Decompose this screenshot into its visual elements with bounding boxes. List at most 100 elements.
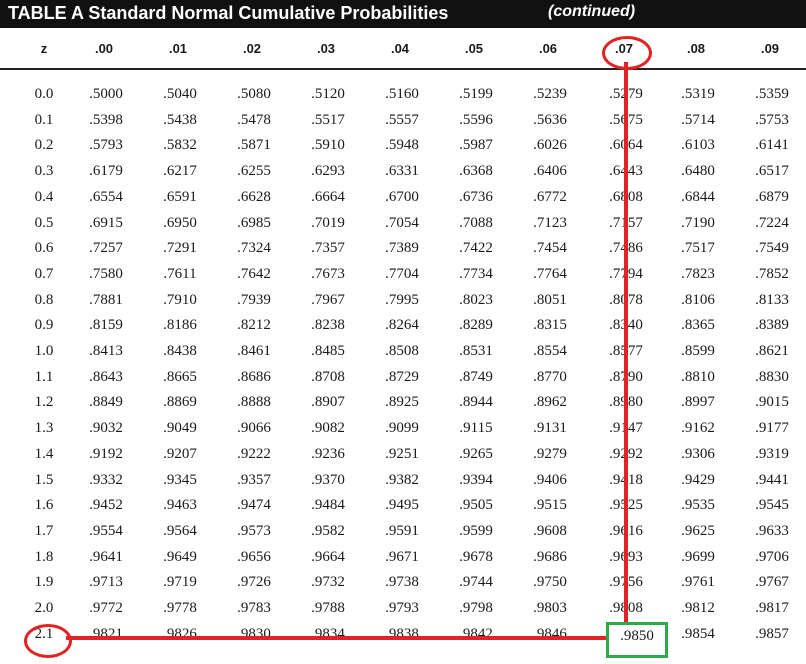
table-cell: .9821 <box>89 625 123 642</box>
table-cell: .9678 <box>459 548 493 565</box>
table-cell: .9842 <box>459 625 493 642</box>
table-cell: .7088 <box>459 214 493 231</box>
table-cell: .6915 <box>89 214 123 231</box>
table-cell: .9838 <box>385 625 419 642</box>
table-cell: .6628 <box>237 188 271 205</box>
table-cell: .7995 <box>385 291 419 308</box>
table-cell: .9699 <box>681 548 715 565</box>
table-cell: .9474 <box>237 497 271 514</box>
table-cell: .5040 <box>163 86 197 102</box>
table-cell: .5910 <box>311 137 345 154</box>
table-cell: .8643 <box>89 368 123 385</box>
table-cell: .8665 <box>163 368 197 385</box>
table-cell: .7324 <box>237 240 271 257</box>
table-cell: .6331 <box>385 163 419 180</box>
table-cell: .7123 <box>533 214 567 231</box>
table-cell: .8212 <box>237 317 271 334</box>
table-cell: .8907 <box>311 394 345 411</box>
table-cell: .8849 <box>89 394 123 411</box>
table-cell: .8554 <box>533 343 567 359</box>
table-cell: .9015 <box>755 394 789 411</box>
table-cell: .6368 <box>459 163 493 180</box>
table-cell: .9406 <box>533 471 567 488</box>
table-cell: .9761 <box>681 574 715 591</box>
table-cell: .5793 <box>89 137 123 154</box>
table-cell: .9082 <box>311 420 345 437</box>
column-highlight-circle <box>602 36 652 70</box>
column-header: .02 <box>242 41 262 56</box>
answer-value: .9850 <box>620 628 654 644</box>
table-cell: .9803 <box>533 600 567 616</box>
table-cell: .7704 <box>385 265 419 282</box>
table-cell: .6554 <box>89 188 123 205</box>
table-cell: .9192 <box>89 445 123 462</box>
table-cell: .5000 <box>89 86 123 102</box>
row-z-value: 0.6 <box>34 240 54 257</box>
table-cell: .9441 <box>755 471 789 488</box>
table-cell: .9656 <box>237 548 271 565</box>
table-title-bar: TABLE A Standard Normal Cumulative Proba… <box>0 0 806 28</box>
column-header: .01 <box>168 41 188 56</box>
table-cell: .9049 <box>163 420 197 437</box>
row-z-value: 1.8 <box>34 548 54 565</box>
column-header-z: z <box>40 41 48 56</box>
table-cell: .9222 <box>237 445 271 462</box>
table-cell: .9719 <box>163 574 197 591</box>
row-z-value: 0.7 <box>34 265 54 282</box>
table-cell: .8365 <box>681 317 715 334</box>
table-cell: .7054 <box>385 214 419 231</box>
table-cell: .8051 <box>533 291 567 308</box>
table-cell: .9345 <box>163 471 197 488</box>
table-cell: .6141 <box>755 137 789 154</box>
table-cell: .8238 <box>311 317 345 334</box>
column-header: .03 <box>316 41 336 56</box>
table-cell: .9505 <box>459 497 493 514</box>
table-cell: .5753 <box>755 111 789 128</box>
row-z-value: 2.0 <box>34 600 54 616</box>
table-cell: .9515 <box>533 497 567 514</box>
table-cell: .8289 <box>459 317 493 334</box>
table-cell: .8869 <box>163 394 197 411</box>
table-cell: .8461 <box>237 343 271 359</box>
table-cell: .8962 <box>533 394 567 411</box>
column-header: .00 <box>94 41 114 56</box>
header-rule <box>0 68 806 70</box>
table-cell: .9783 <box>237 600 271 616</box>
table-cell: .8810 <box>681 368 715 385</box>
row-z-value: 0.1 <box>34 111 54 128</box>
table-cell: .8621 <box>755 343 789 359</box>
table-cell: .9207 <box>163 445 197 462</box>
table-cell: .9582 <box>311 522 345 539</box>
table-cell: .6406 <box>533 163 567 180</box>
table-cell: .5199 <box>459 86 493 102</box>
table-cell: .9484 <box>311 497 345 514</box>
table-cell: .8729 <box>385 368 419 385</box>
table-cell: .9671 <box>385 548 419 565</box>
table-cell: .7357 <box>311 240 345 257</box>
table-cell: .6664 <box>311 188 345 205</box>
table-cell: .9357 <box>237 471 271 488</box>
table-cell: .9564 <box>163 522 197 539</box>
table-cell: .6179 <box>89 163 123 180</box>
table-cell: .7611 <box>163 265 197 282</box>
table-cell: .9495 <box>385 497 419 514</box>
table-cell: .5557 <box>385 111 419 128</box>
table-cell: .6950 <box>163 214 197 231</box>
table-cell: .9591 <box>385 522 419 539</box>
row-guide-line <box>66 636 610 640</box>
table-cell: .9744 <box>459 574 493 591</box>
table-cell: .6480 <box>681 163 715 180</box>
table-cell: .9394 <box>459 471 493 488</box>
table-cell: .7422 <box>459 240 493 257</box>
table-cell: .7389 <box>385 240 419 257</box>
table-cell: .6591 <box>163 188 197 205</box>
table-cell: .5832 <box>163 137 197 154</box>
table-cell: .9066 <box>237 420 271 437</box>
table-cell: .6879 <box>755 188 789 205</box>
table-cell: .9857 <box>755 625 789 642</box>
table-cell: .9738 <box>385 574 419 591</box>
table-cell: .9032 <box>89 420 123 437</box>
table-cell: .8315 <box>533 317 567 334</box>
table-cell: .6103 <box>681 137 715 154</box>
table-cell: .9236 <box>311 445 345 462</box>
